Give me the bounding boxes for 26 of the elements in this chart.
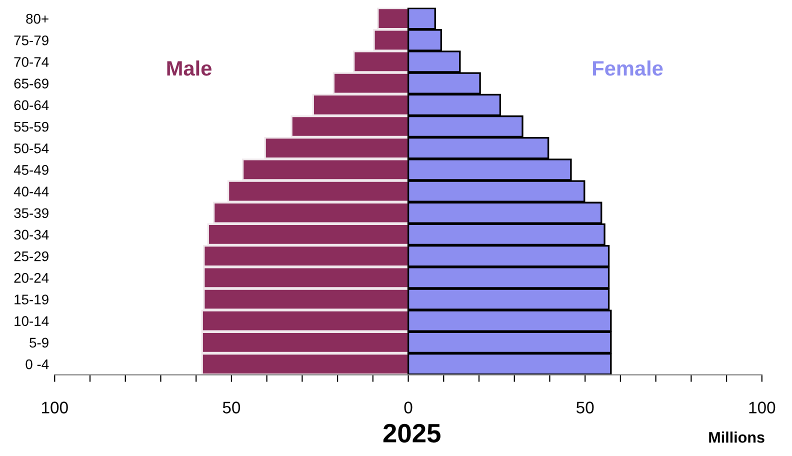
y-tick-label: 25-29 [14, 251, 48, 262]
y-tick-label: 40-44 [14, 186, 49, 196]
text: Female [593, 60, 663, 76]
y-tick-label: 75-79 [14, 35, 48, 46]
y-tick-label: 70-74 [14, 57, 49, 67]
y-tick-label: 55-59 [14, 122, 48, 132]
y-tick-label: 35-39 [14, 208, 48, 218]
y-tick-label: 20-24 [14, 273, 49, 283]
x-tick-label: 100 [749, 402, 776, 414]
y-tick-label: 15-19 [14, 294, 48, 304]
y-tick-label: 0 -4 [26, 359, 49, 370]
y-tick-label: 45-49 [14, 165, 48, 175]
x-tick-label: 50 [222, 402, 240, 414]
y-tick-label: 65-69 [14, 78, 48, 88]
x-tick-label: 100 [42, 402, 68, 414]
x-tick-label: 50 [576, 402, 594, 414]
y-tick-label: 50-54 [14, 143, 49, 154]
y-tick-label: 80+ [26, 14, 48, 24]
x-axis-title: Millions [709, 432, 764, 443]
text: Male [167, 60, 212, 76]
y-tick-label: 5-9 [30, 338, 48, 348]
x-tick-label: 0 [404, 402, 412, 414]
text: 2025 [383, 424, 440, 443]
y-tick-label: 30-34 [14, 230, 49, 240]
y-tick-label: 10-14 [14, 316, 49, 326]
y-tick-label: 60-64 [14, 100, 49, 110]
